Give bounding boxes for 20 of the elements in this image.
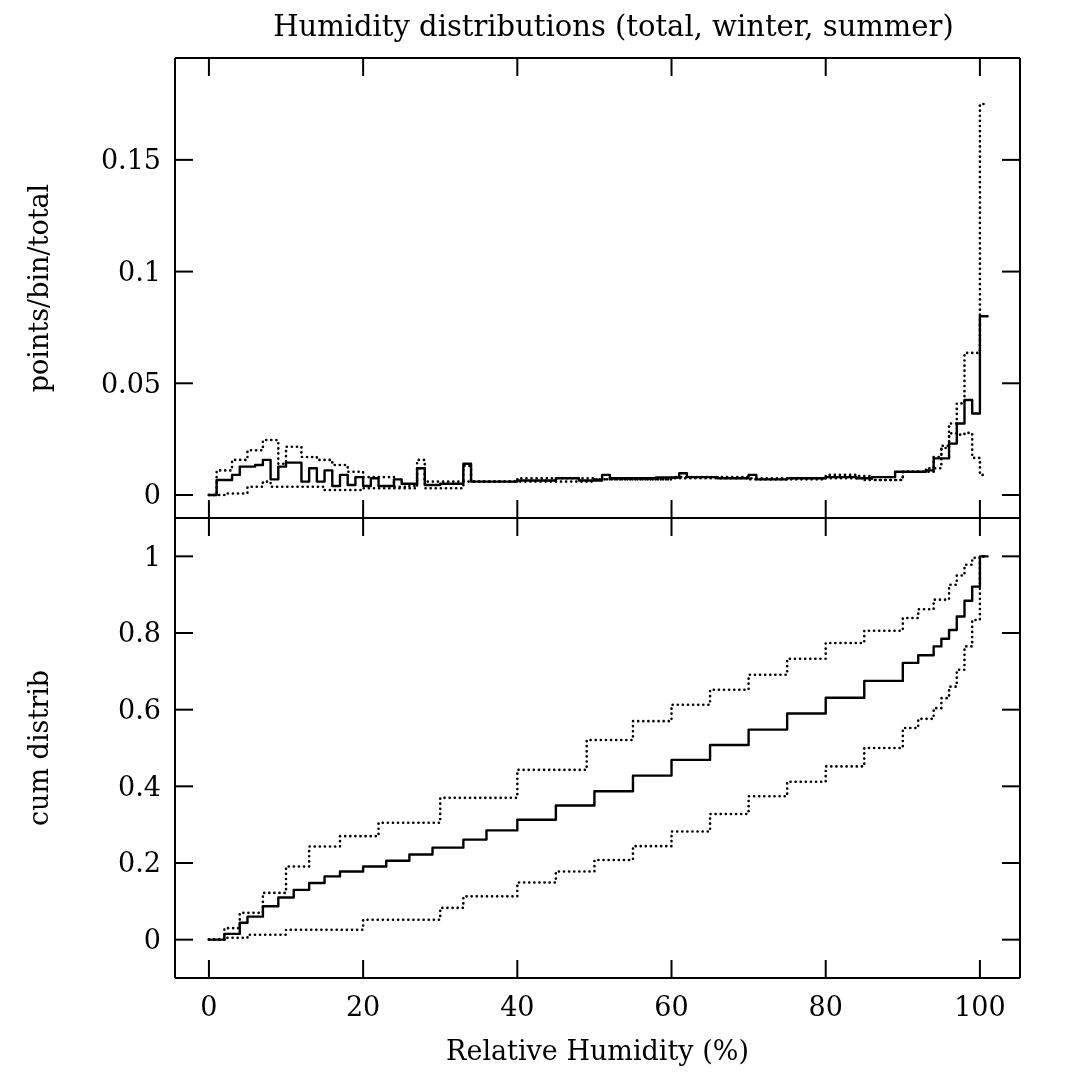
x-tick-label: 60 <box>654 991 689 1022</box>
x-tick-label: 0 <box>200 991 218 1022</box>
y-tick-label: 0.2 <box>118 847 161 879</box>
y-tick-label: 0 <box>143 924 161 956</box>
x-tick-label: 80 <box>808 991 843 1022</box>
x-tick-label: 40 <box>500 991 535 1022</box>
y-axis-title: points/bin/total <box>23 183 54 393</box>
x-axis-title: Relative Humidity (%) <box>446 1035 749 1066</box>
y-tick-label: 0.1 <box>118 256 161 288</box>
x-tick-label: 20 <box>345 991 381 1022</box>
y-tick-label: 0.05 <box>100 367 161 399</box>
y-tick-label: 0.6 <box>118 694 161 726</box>
y-tick-label: 0.8 <box>118 617 161 649</box>
chart-title: Humidity distributions (total, winter, summer) <box>273 9 954 43</box>
y-tick-label: 1 <box>143 540 161 572</box>
y-tick-label: 0.4 <box>118 770 161 802</box>
y-axis-title: cum distrib <box>23 669 54 827</box>
x-tick-label: 100 <box>954 991 1006 1022</box>
y-tick-label: 0 <box>143 479 161 511</box>
y-tick-label: 0.15 <box>100 144 161 176</box>
